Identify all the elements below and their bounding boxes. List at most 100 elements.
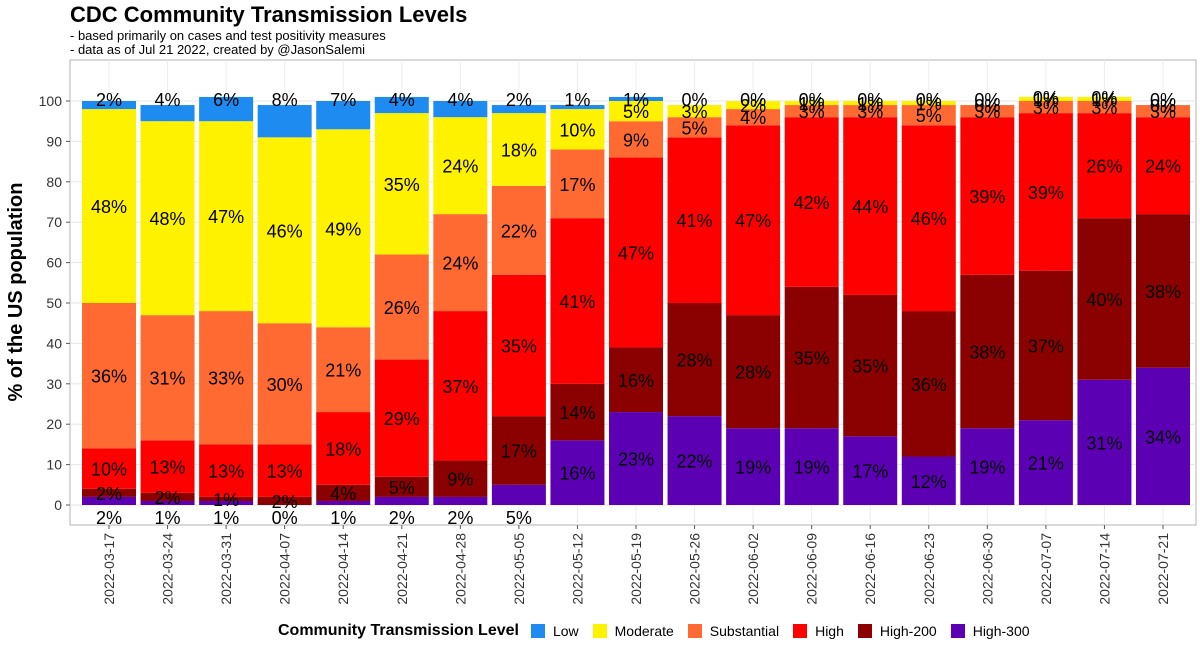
bar-high-300 [726, 428, 781, 505]
bar-high [667, 137, 722, 303]
x-tick-label: 2022-04-21 [394, 533, 410, 605]
data-label: 46% [911, 209, 947, 229]
data-label: 2% [155, 488, 181, 508]
bar-substantial [316, 327, 371, 413]
bar-low [316, 101, 371, 130]
data-label: 3% [1091, 98, 1117, 118]
data-label: 39% [1028, 183, 1064, 203]
bar-high-300 [82, 496, 136, 505]
bar-moderate [1077, 96, 1132, 101]
bar-high [843, 117, 898, 295]
data-label: 17% [559, 175, 595, 195]
data-label: 2% [740, 96, 766, 116]
bar-high-300 [1018, 420, 1073, 505]
data-label: 1% [623, 90, 649, 110]
bar-low [140, 105, 195, 122]
data-label: 38% [969, 342, 1005, 362]
bar-high [784, 117, 839, 287]
data-label: 3% [974, 102, 1000, 122]
data-label: 37% [442, 377, 478, 397]
bar-moderate [140, 121, 195, 316]
data-label: 0% [974, 96, 1000, 116]
x-tick-label: 2022-05-12 [569, 533, 585, 605]
y-tick-label: 10 [46, 457, 62, 473]
data-label: 39% [969, 187, 1005, 207]
bar-high-300 [316, 500, 371, 505]
data-label: 35% [384, 175, 420, 195]
data-label: 47% [735, 211, 771, 231]
bar-substantial [199, 311, 254, 445]
bar-substantial [901, 105, 956, 126]
bar-high [374, 359, 429, 477]
data-label: 1% [799, 94, 825, 114]
bar-substantial [726, 109, 781, 126]
y-axis-label: % of the US population [5, 183, 27, 402]
bar-high [1018, 113, 1073, 271]
bar-high-300 [1136, 367, 1190, 505]
bar-high-300 [199, 500, 254, 505]
data-label: 24% [442, 254, 478, 274]
bar-moderate [1018, 96, 1073, 101]
bar-high-200 [726, 315, 781, 429]
data-label: 41% [677, 211, 713, 231]
y-tick-label: 70 [46, 214, 62, 230]
data-label: 22% [677, 452, 713, 472]
x-tick-label: 2022-03-24 [160, 533, 176, 605]
bar-high-200 [199, 496, 254, 501]
y-tick-label: 20 [46, 416, 62, 432]
bar-moderate [199, 121, 254, 312]
bar-high [140, 440, 195, 493]
bar-moderate [316, 129, 371, 328]
bar-moderate [609, 101, 663, 122]
bar-low [82, 101, 136, 110]
bar-high-200 [960, 274, 1015, 429]
data-label: 1% [1033, 90, 1059, 110]
bar-low [609, 96, 663, 101]
bar-high [1077, 113, 1132, 219]
data-label: 2% [447, 508, 473, 528]
bar-high-200 [316, 484, 371, 501]
data-label: 35% [852, 357, 888, 377]
data-label: 3% [857, 102, 883, 122]
data-label: 3% [682, 102, 708, 122]
legend-label: High-300 [972, 623, 1030, 639]
x-tick-label: 2022-04-14 [335, 533, 351, 605]
data-label: 4% [155, 90, 181, 110]
bar-moderate [491, 113, 546, 186]
bar-moderate [82, 109, 136, 303]
bar-high-200 [1136, 214, 1190, 368]
bar-moderate [433, 117, 488, 215]
bar-high [316, 412, 371, 485]
x-tick-label: 2022-05-26 [687, 533, 703, 605]
y-tick-label: 100 [39, 93, 63, 109]
legend-item-high-300: High-300 [950, 623, 1030, 639]
legend-label: Substantial [709, 623, 780, 639]
y-tick-label: 80 [46, 174, 62, 190]
bar-high-200 [901, 311, 956, 457]
x-tick-label: 2022-05-05 [511, 533, 527, 605]
data-label: 42% [794, 193, 830, 213]
bar-high-300 [901, 456, 956, 505]
x-tick-label: 2022-03-31 [218, 533, 234, 605]
bar-high-200 [1077, 218, 1132, 380]
y-tick-label: 40 [46, 335, 62, 351]
legend-swatch [857, 624, 872, 638]
data-label: 34% [1145, 427, 1181, 447]
legend-item-substantial: Substantial [687, 623, 780, 639]
bar-substantial [550, 149, 605, 219]
x-tick-label: 2022-05-19 [628, 533, 644, 605]
x-tick-label: 2022-07-14 [1096, 533, 1112, 605]
bar-low [257, 105, 312, 138]
data-label: 5% [916, 106, 942, 126]
bar-moderate [257, 137, 312, 324]
x-tick-label: 2022-04-28 [452, 533, 468, 605]
bar-substantial [257, 323, 312, 445]
data-label: 48% [91, 197, 127, 217]
bar-high-200 [1018, 270, 1073, 421]
chart-subtitle-line-1: - based primarily on cases and test posi… [70, 28, 386, 43]
x-tick-label: 2022-04-07 [277, 533, 293, 605]
data-label: 1% [564, 90, 590, 110]
data-label: 2% [96, 508, 122, 528]
data-label: 1% [213, 490, 239, 510]
bar-high [257, 444, 312, 497]
